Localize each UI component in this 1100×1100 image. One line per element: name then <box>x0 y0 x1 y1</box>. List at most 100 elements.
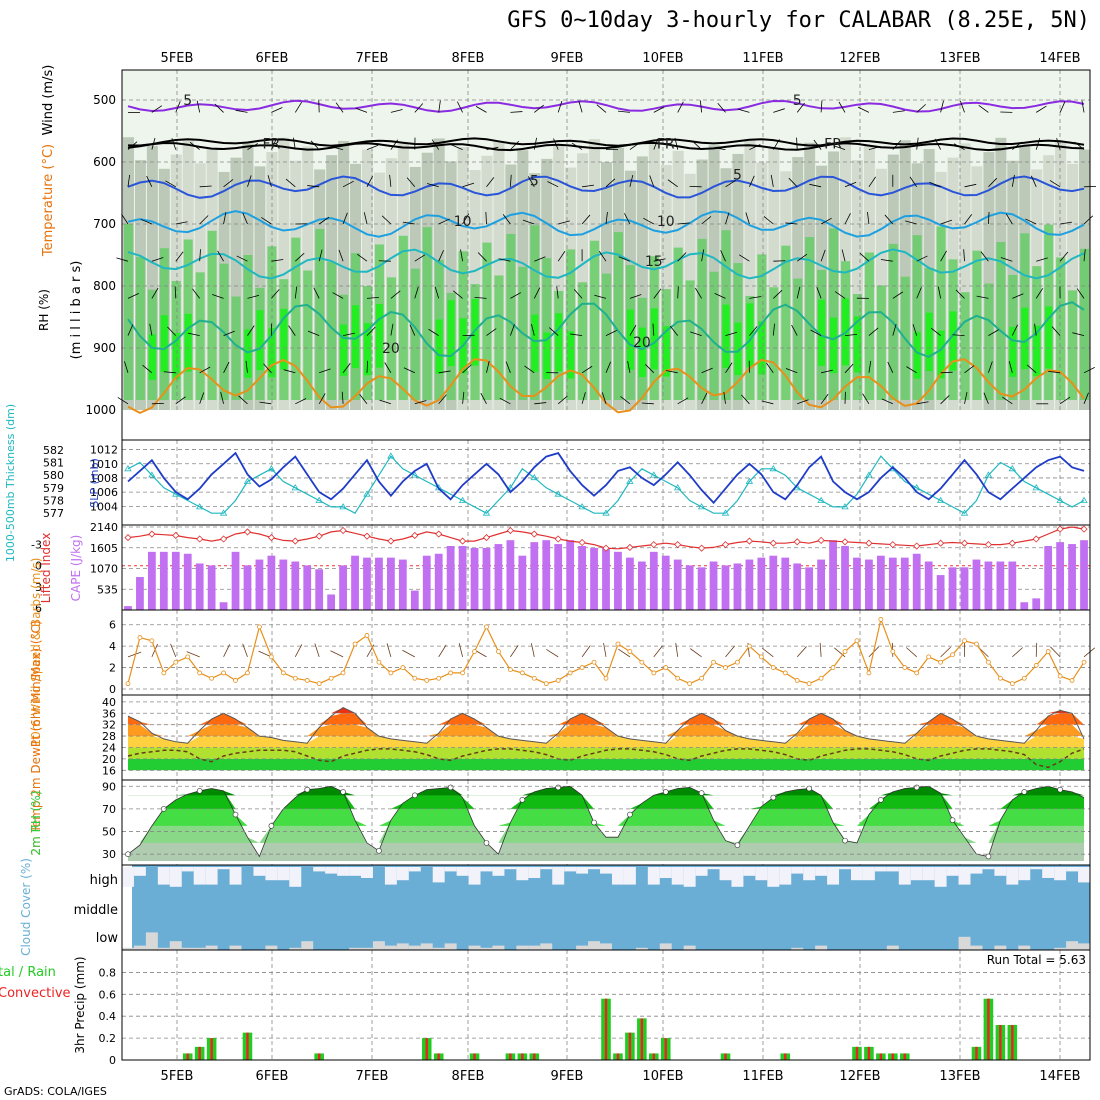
wind-barb <box>1074 141 1085 150</box>
wind-barb <box>1030 175 1037 187</box>
wind-point-48 <box>699 675 705 681</box>
rh-shade-green <box>829 228 839 400</box>
cloud-high-gap-30 <box>480 867 493 872</box>
wind-point-72 <box>986 659 991 665</box>
cape-bar-60 <box>841 546 849 610</box>
thickness-point-38 <box>578 503 586 510</box>
rh-ytick-2: 70 <box>102 803 116 816</box>
wind-barb <box>558 220 570 225</box>
wind-barb <box>285 178 296 188</box>
wind-point-78 <box>1057 673 1063 679</box>
wind-barb <box>453 290 463 299</box>
wind10-barb <box>510 645 519 658</box>
cloud-low-75 <box>1018 945 1031 950</box>
wind-barb <box>844 363 854 374</box>
thick-ytick-0: 577 <box>43 507 64 520</box>
wind-point-58 <box>818 675 824 681</box>
wind-barb <box>341 391 344 404</box>
rh-shade-green <box>685 280 695 400</box>
wind10-barb <box>940 646 951 658</box>
wind-barb <box>571 142 583 150</box>
precip-conv-33 <box>521 1053 524 1060</box>
cloud-high-gap-54 <box>767 867 780 887</box>
lifted-point-6 <box>196 535 204 543</box>
cape-bar-19 <box>351 555 359 610</box>
cape-bar-77 <box>1044 546 1053 610</box>
upper-ylabel-temp: Temperature (°C) <box>41 144 56 257</box>
precip-conv-41 <box>616 1053 620 1060</box>
upper-ytick-1: 600 <box>93 155 116 169</box>
wind-barb <box>414 103 424 113</box>
wind-barb <box>749 326 758 336</box>
wind-barb <box>534 104 544 113</box>
cloud-low-0 <box>122 947 134 950</box>
rh-shade-grey <box>851 160 863 410</box>
lifted-point-40 <box>602 544 610 552</box>
wind-barb <box>1035 288 1044 299</box>
wind-barb <box>701 392 708 404</box>
thickness-point-34 <box>530 473 539 481</box>
wind-barb <box>653 106 665 113</box>
rh-shade-green <box>602 273 611 400</box>
wind-point-69 <box>950 652 955 658</box>
cloud-low-7 <box>205 945 218 950</box>
rh-shade-green <box>1068 290 1078 400</box>
cape-bar-6 <box>195 563 204 610</box>
wind-point-57 <box>806 681 812 687</box>
wind-barb <box>581 365 593 374</box>
lifted-point-72 <box>984 541 992 549</box>
lifted-point-70 <box>960 539 969 547</box>
precip-conv-71 <box>975 1046 978 1060</box>
cloud-low-12 <box>265 945 278 950</box>
wind-barb <box>629 325 637 336</box>
wind-barb <box>1083 249 1086 262</box>
cloud-high-gap-40 <box>600 867 612 874</box>
rh-shade-bright <box>280 308 288 370</box>
lifted-point-60 <box>841 538 849 546</box>
precip-conv-45 <box>664 1038 667 1060</box>
precip-conv-64 <box>891 1053 895 1060</box>
wind-barb <box>677 222 690 225</box>
thickness-point-36 <box>554 490 562 497</box>
cloud-low-6 <box>193 947 206 950</box>
cloud-high-gap-6 <box>193 867 206 885</box>
rh-shade-bright <box>818 299 826 366</box>
cape-bar-67 <box>924 561 933 610</box>
wind-barb <box>379 399 392 405</box>
wind-barb <box>988 329 1000 336</box>
cloud-high-gap-69 <box>946 867 959 876</box>
wind-barb <box>557 251 566 262</box>
cape-bar-65 <box>900 557 909 610</box>
cloud-low-43 <box>635 947 648 950</box>
lifted-point-2 <box>148 530 156 538</box>
wind-barb <box>527 176 535 188</box>
cloud-low-78 <box>1054 947 1067 950</box>
wind-barb <box>151 105 163 113</box>
rh-ytick-1: 50 <box>102 826 116 839</box>
upper-ytick-0: 500 <box>93 93 116 107</box>
wind-barb <box>294 102 302 113</box>
wind-barb <box>820 100 823 113</box>
wind-point-22 <box>388 670 394 676</box>
wind-barb <box>581 392 586 404</box>
contour-label-5: 5 <box>530 174 539 190</box>
wind-barb <box>295 252 305 262</box>
wind-barb <box>475 106 487 113</box>
thickness-point-16 <box>315 496 323 503</box>
temp-contour-6 <box>127 301 1085 359</box>
cape-bar-56 <box>793 563 802 610</box>
thickness-point-32 <box>506 484 515 491</box>
thickness-point-8 <box>219 509 228 516</box>
rh-point-75 <box>1021 789 1028 795</box>
wind10-barb <box>151 643 158 658</box>
wind-barb <box>462 182 475 188</box>
cloud-high-gap-19 <box>349 867 362 876</box>
wind-barb <box>796 253 808 262</box>
temp-contour-1 <box>127 137 1085 147</box>
cape-bar-21 <box>375 557 383 610</box>
rh-shade-green <box>542 258 552 400</box>
lifted-point-0 <box>124 533 132 542</box>
wind10-barb <box>653 645 663 658</box>
wind-point-79 <box>1069 678 1075 683</box>
wind-barb <box>723 391 726 404</box>
